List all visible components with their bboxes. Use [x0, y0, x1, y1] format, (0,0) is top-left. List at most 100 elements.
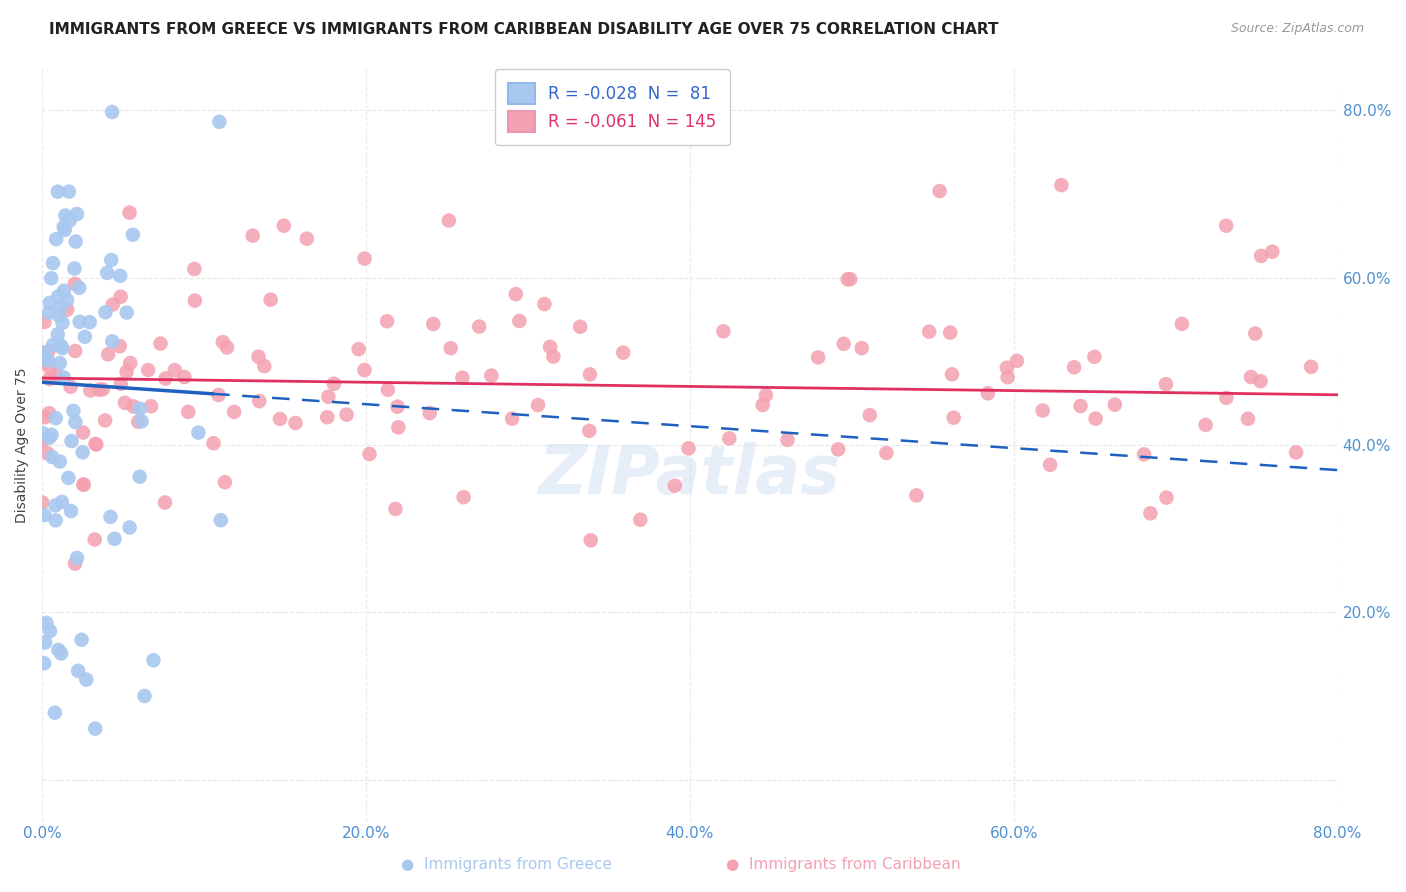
- Point: [387, 400, 409, 414]
- Point: [1285, 445, 1308, 459]
- Point: [215, 341, 238, 355]
- Point: [46, 185, 69, 199]
- Point: [38, 296, 60, 310]
- Point: [59, 380, 82, 394]
- Point: [115, 305, 138, 319]
- Point: [96, 266, 118, 280]
- Point: [60, 504, 83, 518]
- Point: [183, 262, 205, 277]
- Point: [110, 376, 132, 391]
- Point: [479, 368, 502, 383]
- Point: [67, 664, 90, 678]
- Point: [1244, 326, 1267, 341]
- Point: [505, 287, 527, 301]
- Point: [59, 213, 82, 227]
- Point: [173, 370, 195, 384]
- Point: [70, 632, 93, 647]
- Point: [44, 498, 66, 512]
- Point: [48, 643, 70, 657]
- Point: [533, 297, 555, 311]
- Point: [108, 268, 131, 283]
- Point: [942, 410, 965, 425]
- Point: [839, 272, 862, 286]
- Point: [41, 450, 63, 464]
- Point: [1133, 447, 1156, 461]
- Point: [35, 615, 58, 630]
- Point: [1194, 417, 1216, 432]
- Point: [42, 256, 65, 270]
- Point: [214, 475, 236, 490]
- Point: [48, 309, 70, 323]
- Point: [34, 635, 56, 649]
- Point: [318, 390, 340, 404]
- Point: [678, 442, 700, 456]
- Point: [44, 706, 66, 720]
- Point: [224, 405, 246, 419]
- Point: [122, 400, 145, 414]
- Point: [353, 252, 375, 266]
- Point: [1050, 178, 1073, 193]
- Point: [48, 356, 70, 370]
- Point: [1084, 411, 1107, 425]
- Point: [32, 345, 55, 359]
- Point: [359, 447, 381, 461]
- Point: [422, 317, 444, 331]
- Point: [128, 401, 150, 416]
- Point: [377, 383, 399, 397]
- Point: [49, 454, 72, 468]
- Point: [508, 314, 530, 328]
- Point: [51, 316, 73, 330]
- Point: [569, 319, 592, 334]
- Point: [108, 339, 131, 353]
- Point: [72, 425, 94, 440]
- Point: [38, 431, 60, 445]
- Point: [316, 410, 339, 425]
- Point: [149, 336, 172, 351]
- Point: [72, 445, 94, 459]
- Point: [94, 413, 117, 427]
- Point: [51, 341, 73, 355]
- Point: [79, 384, 101, 398]
- Point: [453, 490, 475, 504]
- Point: [1070, 399, 1092, 413]
- Point: [284, 416, 307, 430]
- Point: [187, 425, 209, 440]
- Point: [66, 551, 89, 566]
- Point: [31, 434, 53, 448]
- Point: [83, 533, 105, 547]
- Point: [1237, 412, 1260, 426]
- Point: [827, 442, 849, 457]
- Point: [91, 383, 114, 397]
- Point: [247, 350, 270, 364]
- Point: [32, 356, 55, 370]
- Point: [63, 261, 86, 276]
- Point: [384, 502, 406, 516]
- Point: [118, 205, 141, 219]
- Point: [45, 232, 67, 246]
- Point: [84, 437, 107, 451]
- Point: [208, 115, 231, 129]
- Point: [578, 424, 600, 438]
- Point: [209, 513, 232, 527]
- Point: [63, 343, 86, 358]
- Point: [437, 213, 460, 227]
- Point: [37, 344, 59, 359]
- Point: [751, 398, 773, 412]
- Point: [122, 227, 145, 242]
- Point: [65, 415, 87, 429]
- Point: [38, 372, 60, 386]
- Text: IMMIGRANTS FROM GREECE VS IMMIGRANTS FROM CARIBBEAN DISABILITY AGE OVER 75 CORRE: IMMIGRANTS FROM GREECE VS IMMIGRANTS FRO…: [49, 22, 998, 37]
- Point: [101, 297, 124, 311]
- Point: [538, 340, 561, 354]
- Point: [153, 495, 176, 509]
- Point: [997, 370, 1019, 384]
- Point: [100, 252, 122, 267]
- Point: [335, 408, 357, 422]
- Point: [139, 399, 162, 413]
- Point: [977, 386, 1000, 401]
- Point: [94, 305, 117, 319]
- Point: [136, 363, 159, 377]
- Point: [628, 513, 651, 527]
- Point: [1250, 249, 1272, 263]
- Point: [60, 434, 83, 448]
